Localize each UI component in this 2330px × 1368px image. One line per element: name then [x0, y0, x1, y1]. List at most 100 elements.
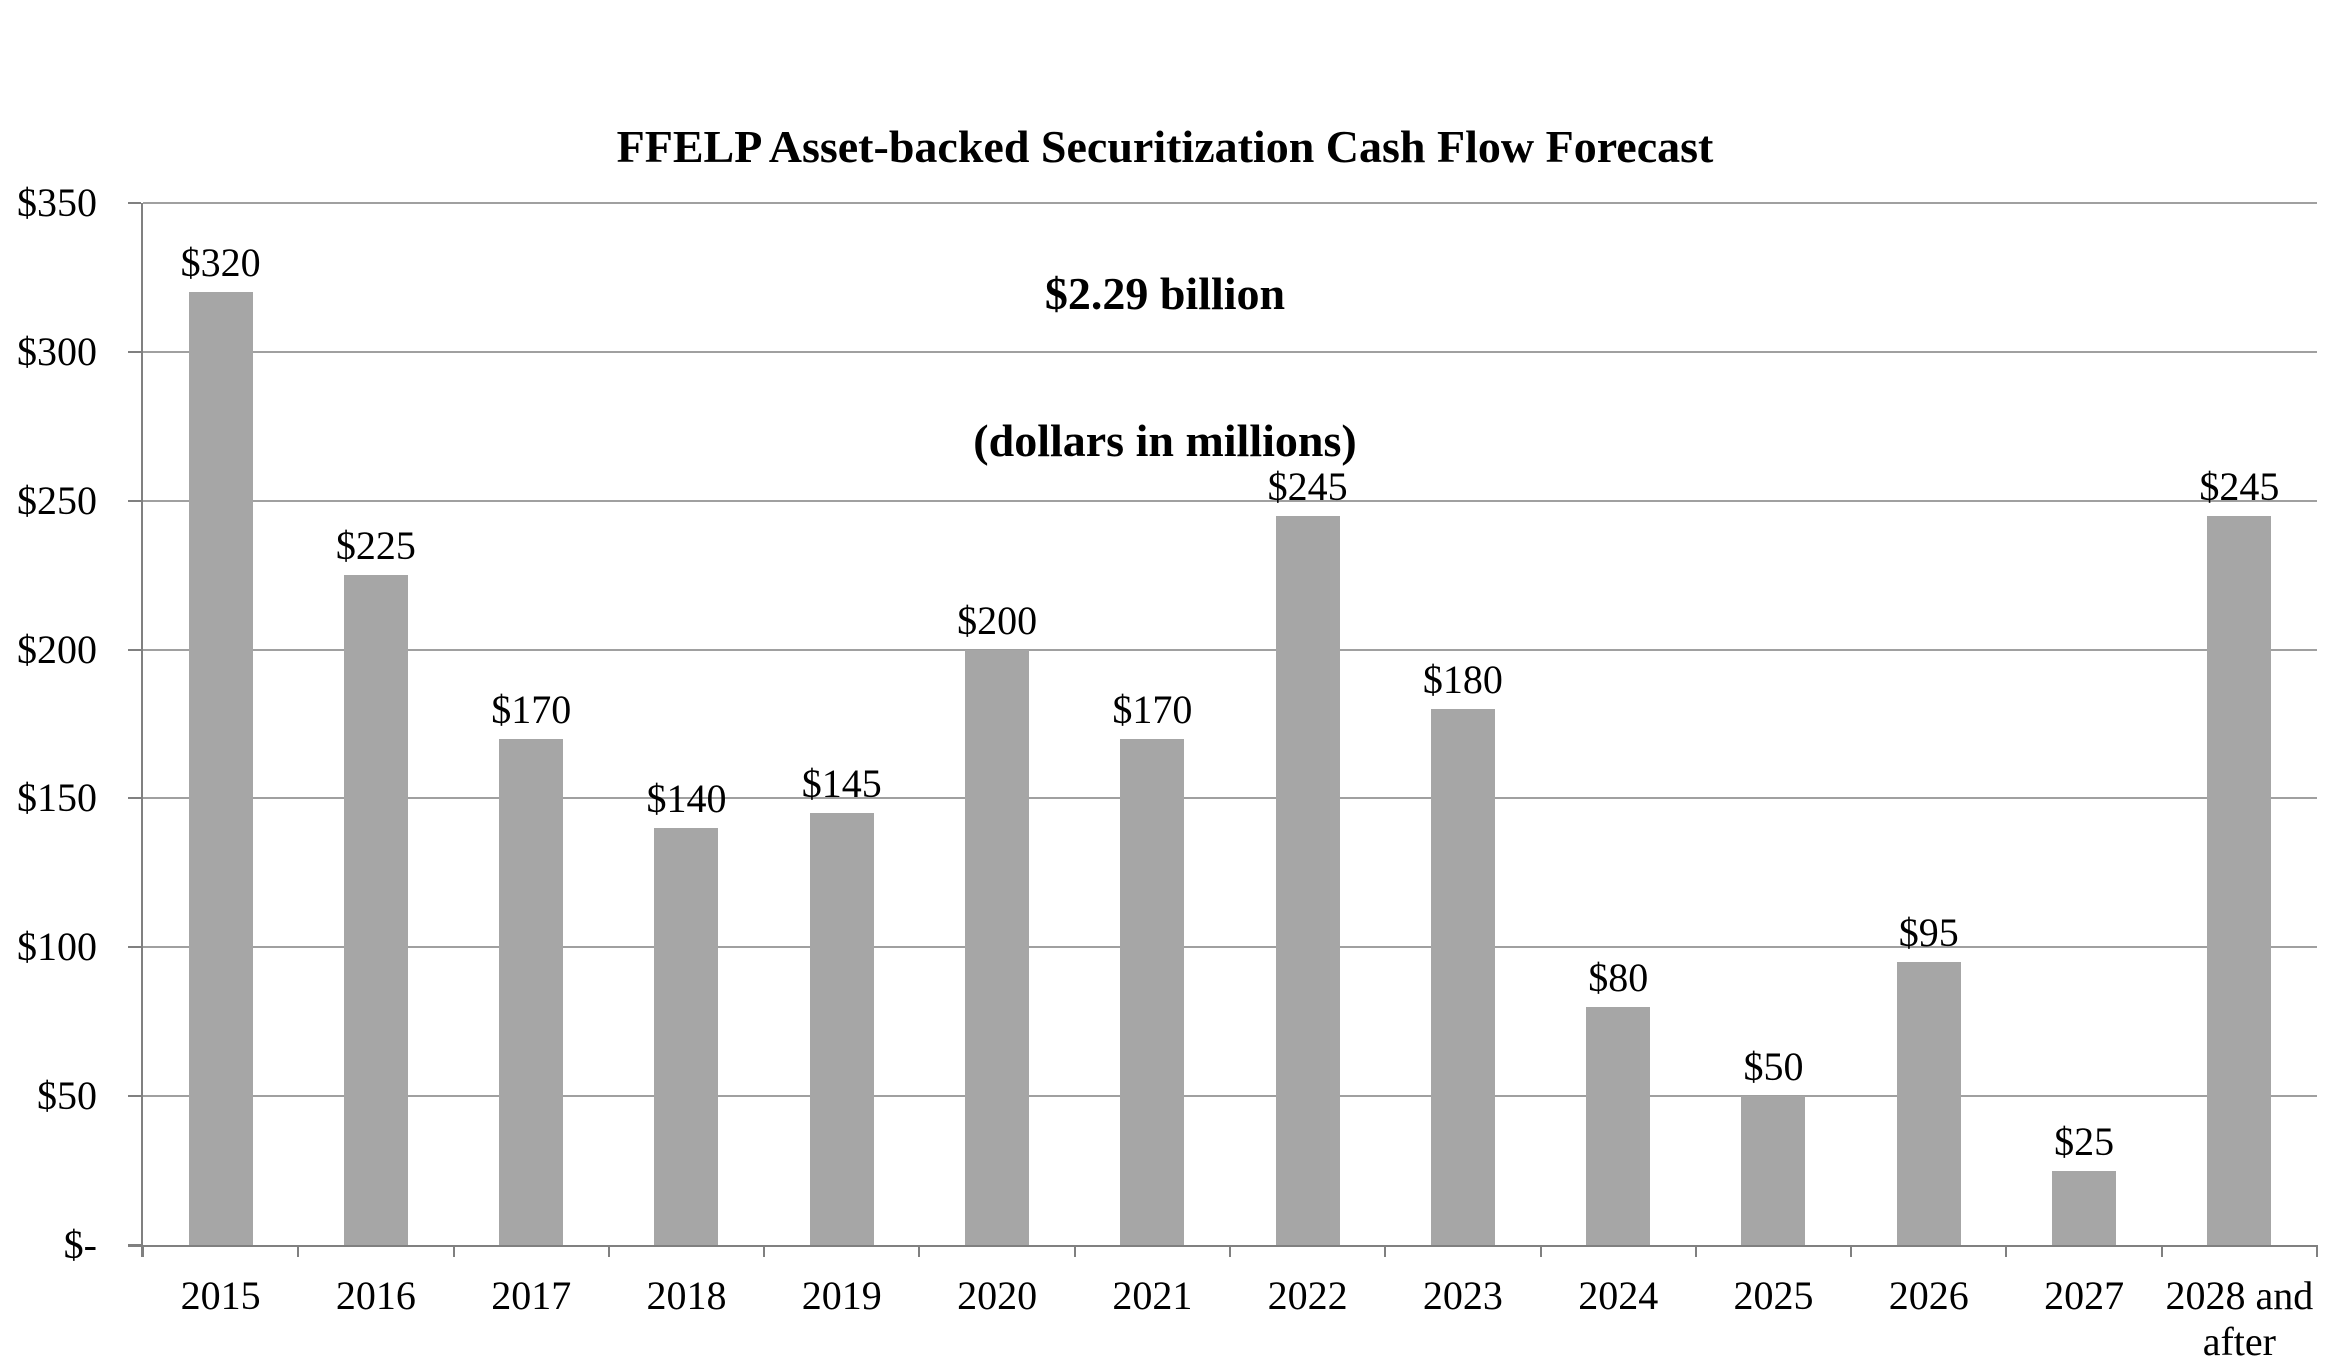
bar-2024	[1586, 1006, 1651, 1245]
bar-2019	[809, 813, 874, 1245]
category-slot-2025: $50 2025	[1696, 203, 1851, 1318]
y-axis-label: $300	[17, 328, 97, 374]
gridline-200	[143, 648, 2317, 651]
x-axis-label: 2023	[1422, 1273, 1503, 1318]
x-axis-tick	[1229, 1245, 1231, 1257]
category-slot-2026: $95 2026	[1851, 203, 2006, 1318]
y-axis-tick-100	[128, 946, 141, 949]
chart-units-note: (dollars in millions)	[973, 415, 1357, 466]
gridline-350	[143, 202, 2317, 204]
y-axis-label: $150	[17, 775, 97, 821]
y-axis-tick-300	[128, 350, 141, 353]
bar-2026	[1896, 962, 1961, 1245]
y-axis-tick-150	[128, 797, 141, 800]
x-axis-label: 2016	[335, 1273, 416, 1318]
category-slot-2024: $80 2024	[1541, 203, 1696, 1318]
category-slot-2017: $170 2017	[454, 203, 609, 1318]
x-axis-label: 2019	[801, 1273, 882, 1318]
bar-2027	[2052, 1170, 2117, 1245]
x-axis-tick	[452, 1245, 455, 1257]
x-axis-label: 2017	[491, 1273, 572, 1318]
x-axis-tick	[2160, 1245, 2163, 1257]
y-axis-label: $50	[37, 1073, 97, 1119]
bar-2016	[343, 575, 408, 1245]
bar-2023	[1430, 709, 1495, 1245]
bar-2018	[654, 828, 719, 1245]
y-axis-label: $350	[17, 180, 97, 225]
bar-value-label: $245	[2199, 463, 2280, 509]
y-axis-tick-350	[128, 202, 141, 204]
bar-2015	[188, 292, 253, 1245]
bar-value-label: $95	[1898, 910, 1959, 956]
y-axis-line	[141, 203, 143, 1257]
bar-2021	[1120, 738, 1185, 1245]
x-axis-tick	[1850, 1245, 1853, 1257]
gridline-50	[143, 1095, 2317, 1098]
bar-value-label: $25	[2054, 1118, 2115, 1164]
category-slot-2022: $245 2022	[1230, 203, 1385, 1318]
chart-subtitle: $2.29 billion	[1044, 268, 1286, 319]
y-axis-label: $200	[17, 626, 97, 672]
x-axis-tick	[763, 1245, 766, 1257]
category-slot-2019: $145 2019	[764, 203, 919, 1318]
chart-title: FFELP Asset-backed Securitization Cash F…	[616, 121, 1714, 172]
x-axis-label: 2021	[1112, 1273, 1193, 1318]
bar-2020	[965, 649, 1030, 1245]
bar-value-label: $140	[646, 776, 727, 822]
bar-value-label: $170	[491, 686, 572, 732]
category-slot-2015: $320 2015	[143, 203, 298, 1318]
gridline-250	[143, 499, 2317, 502]
x-axis-tick	[1694, 1245, 1697, 1257]
x-axis-tick	[918, 1245, 921, 1257]
bar-2022	[1275, 515, 1340, 1245]
category-slot-2023: $180 2023	[1385, 203, 1540, 1318]
category-slot-2021: $170 2021	[1075, 203, 1230, 1318]
chart-title-block: FFELP Asset-backed Securitization Cash F…	[0, 24, 2330, 563]
bar-value-label: $245	[1267, 463, 1348, 509]
category-slot-2027: $25 2027	[2006, 203, 2161, 1318]
bar-value-label: $225	[335, 523, 416, 569]
y-axis-label: $-	[63, 1222, 97, 1267]
plot-area: $350 $300 $250 $200 $150 $100 $50 $- $320 2015 $22…	[17, 180, 2318, 1364]
x-axis-tick	[2316, 1245, 2318, 1257]
x-axis-label: 2026	[1888, 1273, 1969, 1318]
x-axis-tick	[607, 1245, 610, 1257]
x-axis-tick	[1539, 1245, 1542, 1257]
x-axis-tick	[297, 1245, 300, 1257]
bar-2025	[1741, 1096, 1806, 1245]
category-slot-2018: $140 2018	[609, 203, 764, 1318]
category-slot-2028-and-after: $245 2028 and after	[2162, 203, 2317, 1364]
x-axis-line	[128, 1245, 2317, 1247]
bar-value-label: $200	[957, 597, 1038, 643]
y-axis-tick-50	[128, 1095, 141, 1098]
bar-2017	[499, 738, 564, 1245]
x-axis-tick	[1384, 1245, 1387, 1257]
gridline-150	[143, 797, 2317, 800]
bar-value-label: $80	[1588, 954, 1649, 1000]
bar-value-label: $170	[1112, 686, 1193, 732]
gridline-100	[143, 946, 2317, 949]
x-axis-label: 2015	[180, 1273, 261, 1318]
x-axis-label: 2028 and after	[2165, 1273, 2314, 1364]
x-axis-tick	[1073, 1245, 1076, 1257]
category-slot-2020: $200 2020	[919, 203, 1074, 1318]
x-axis-label: 2020	[957, 1273, 1038, 1318]
x-axis-label: 2025	[1733, 1273, 1814, 1318]
gridline-300	[143, 350, 2317, 353]
bar-value-label: $320	[180, 240, 261, 286]
bar-value-label: $180	[1422, 657, 1503, 703]
x-axis-label: 2024	[1578, 1273, 1659, 1318]
x-axis-label: 2022	[1267, 1273, 1348, 1318]
x-axis-tick	[142, 1245, 144, 1257]
y-axis-label: $250	[17, 477, 97, 523]
x-axis-label: 2018	[646, 1273, 727, 1318]
bar-value-label: $145	[801, 761, 882, 807]
bar-value-label: $50	[1743, 1044, 1804, 1090]
y-axis-tick-250	[128, 499, 141, 502]
x-axis-tick	[2005, 1245, 2008, 1257]
x-axis-label: 2027	[2044, 1273, 2125, 1318]
y-axis-tick-0	[128, 1244, 141, 1246]
category-slot-2016: $225 2016	[298, 203, 453, 1318]
bar-2028-and-after	[2207, 515, 2272, 1245]
